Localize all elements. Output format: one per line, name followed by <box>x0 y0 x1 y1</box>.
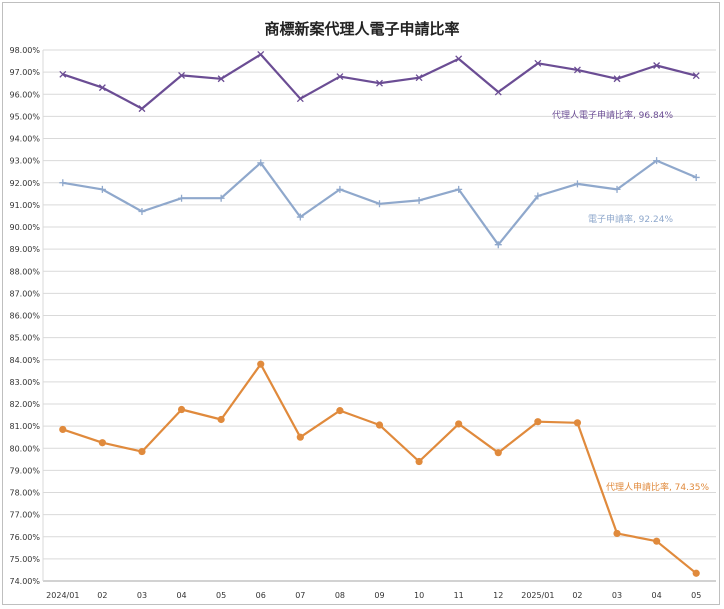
data-point <box>653 538 660 545</box>
y-tick-label: 81.00% <box>9 422 40 431</box>
y-tick-label: 87.00% <box>9 289 40 298</box>
x-tick-label: 2024/01 <box>46 591 79 600</box>
x-tick-label: 08 <box>335 591 345 600</box>
y-tick-label: 78.00% <box>9 489 40 498</box>
x-axis-ticks: 2024/01 02 03 04 05 06 07 08 09 10 11 12 2025/01 02 03… <box>46 591 701 600</box>
data-point <box>416 197 423 204</box>
data-point <box>297 434 304 441</box>
data-point <box>693 174 700 181</box>
y-tick-label: 83.00% <box>9 378 40 387</box>
x-tick-label: 03 <box>612 591 622 600</box>
x-tick-label: 11 <box>454 591 464 600</box>
data-point <box>178 406 185 413</box>
y-tick-label: 86.00% <box>9 312 40 321</box>
data-point <box>376 200 383 207</box>
y-tick-label: 89.00% <box>9 245 40 254</box>
y-tick-label: 77.00% <box>9 511 40 520</box>
x-tick-label: 2025/01 <box>521 591 554 600</box>
x-tick-label: 02 <box>572 591 582 600</box>
y-tick-label: 74.00% <box>9 577 40 586</box>
x-tick-label: 03 <box>137 591 147 600</box>
series-line <box>63 364 696 573</box>
series-2 <box>59 157 699 248</box>
data-point <box>693 570 700 577</box>
x-tick-label: 10 <box>414 591 424 600</box>
data-point <box>59 179 66 186</box>
y-tick-label: 96.00% <box>9 90 40 99</box>
x-tick-label: 04 <box>652 591 662 600</box>
data-point <box>376 421 383 428</box>
y-tick-label: 90.00% <box>9 223 40 232</box>
x-tick-label: 06 <box>256 591 266 600</box>
series-line <box>63 54 696 108</box>
series-1 <box>60 51 699 111</box>
x-tick-label: 12 <box>493 591 503 600</box>
y-tick-label: 95.00% <box>9 112 40 121</box>
data-point <box>574 419 581 426</box>
y-tick-label: 98.00% <box>9 46 40 55</box>
data-point <box>218 416 225 423</box>
y-tick-label: 79.00% <box>9 466 40 475</box>
y-tick-label: 92.00% <box>9 179 40 188</box>
y-tick-label: 84.00% <box>9 356 40 365</box>
data-point <box>59 426 66 433</box>
series-label: 代理人電子申請比率, 96.84% <box>552 109 673 121</box>
data-point <box>257 361 264 368</box>
series-layer <box>59 51 700 576</box>
y-tick-label: 94.00% <box>9 135 40 144</box>
data-point <box>495 449 502 456</box>
series-label: 電子申請率, 92.24% <box>588 213 673 225</box>
data-point <box>455 420 462 427</box>
data-point <box>178 195 185 202</box>
y-tick-label: 82.00% <box>9 400 40 409</box>
y-tick-label: 97.00% <box>9 68 40 77</box>
x-tick-label: 02 <box>97 591 107 600</box>
x-tick-label: 05 <box>691 591 701 600</box>
x-tick-label: 07 <box>295 591 305 600</box>
series-label: 代理人申請比率, 74.35% <box>606 481 709 493</box>
data-point <box>534 418 541 425</box>
y-tick-label: 85.00% <box>9 334 40 343</box>
y-tick-label: 75.00% <box>9 555 40 564</box>
data-point <box>613 530 620 537</box>
y-tick-label: 76.00% <box>9 533 40 542</box>
x-tick-label: 04 <box>176 591 186 600</box>
y-tick-label: 93.00% <box>9 157 40 166</box>
x-tick-label: 05 <box>216 591 226 600</box>
data-point <box>415 458 422 465</box>
chart-title: 商標新案代理人電子申請比率 <box>264 20 459 38</box>
grid-layer <box>43 50 716 581</box>
series-3 <box>59 361 700 577</box>
y-tick-label: 91.00% <box>9 201 40 210</box>
x-tick-label: 09 <box>374 591 384 600</box>
line-chart: 商標新案代理人電子申請比率 98.00% 97.00% 96.00% 95.00% 94… <box>3 3 721 606</box>
y-tick-label: 88.00% <box>9 267 40 276</box>
data-point <box>99 439 106 446</box>
data-point <box>138 448 145 455</box>
series-labels: 代理人電子申請比率, 96.84% 電子申請率, 92.24% 代理人申請比率, 7… <box>552 109 709 493</box>
y-axis-ticks: 98.00% 97.00% 96.00% 95.00% 94.00% 93.00% 92.0… <box>9 46 40 586</box>
data-point <box>574 180 581 187</box>
data-point <box>336 407 343 414</box>
y-tick-label: 80.00% <box>9 444 40 453</box>
